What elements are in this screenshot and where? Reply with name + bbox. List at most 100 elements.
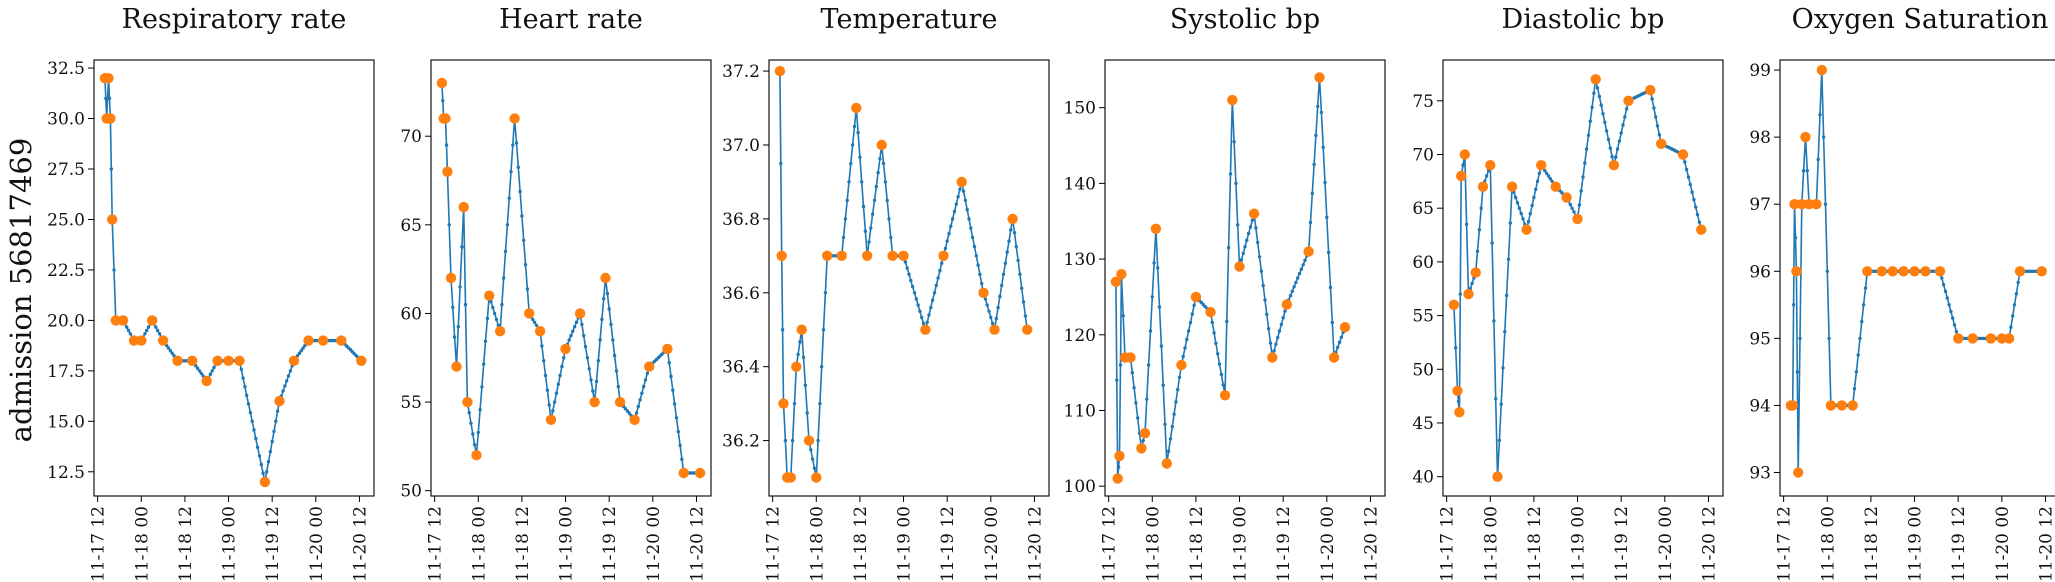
interp-dot: [611, 338, 615, 342]
panel-6: Oxygen Saturation 93 94 95 96 97 98 99 11-17 12 1…: [1749, 4, 2055, 582]
data-point: [187, 355, 198, 366]
interp-dot: [460, 245, 464, 249]
data-point: [524, 308, 535, 319]
x-tick-label: 11-19 12: [1949, 506, 1969, 582]
interp-dot: [272, 429, 276, 434]
plot-frame: [1104, 59, 1386, 497]
x-tick-label: 11-17 12: [1775, 506, 1795, 582]
x-tick-label: 11-20 12: [350, 506, 370, 582]
interp-dot: [967, 217, 971, 221]
interp-dot: [166, 346, 171, 350]
data-point: [1234, 261, 1245, 272]
interp-dot: [1210, 320, 1215, 325]
interp-dot: [867, 240, 871, 244]
interp-dot: [790, 438, 795, 443]
y-tick-label: 20.0: [47, 311, 85, 331]
y-tick-label: 50: [1412, 360, 1434, 380]
interp-dot: [143, 332, 147, 336]
interp-dot: [920, 315, 924, 320]
data-point: [1116, 269, 1127, 280]
data-point: [1536, 160, 1547, 171]
interp-dot: [918, 309, 922, 313]
data-point: [938, 250, 949, 261]
interp-dot: [1684, 167, 1689, 172]
x-tick-label: 11-17 12: [1100, 506, 1120, 582]
interp-dot: [1610, 155, 1614, 159]
x-tick-label: 11-17 12: [426, 506, 446, 582]
interp-dot: [456, 325, 460, 329]
interp-dot: [1464, 222, 1469, 226]
interp-dot: [451, 305, 455, 310]
x-tick-label: 11-17 12: [764, 506, 784, 582]
data-point: [898, 250, 909, 261]
interp-dot: [1263, 298, 1267, 302]
interp-dot: [1150, 295, 1155, 299]
x-tick-label: 11-18 12: [176, 506, 196, 582]
interp-dot: [126, 328, 131, 333]
interp-dot: [168, 349, 173, 353]
interp-dot: [961, 189, 966, 193]
interp-dot: [1805, 169, 1810, 173]
panel-title: Diastolic bp: [1502, 4, 1665, 35]
interp-dot: [518, 189, 522, 194]
data-point: [462, 396, 473, 408]
interp-dot: [243, 385, 247, 389]
interp-dot: [963, 198, 968, 203]
interp-dot: [447, 223, 451, 227]
data-point: [1110, 276, 1122, 287]
data-point: [614, 396, 626, 408]
x-tick-label: 11-20 12: [1699, 506, 1719, 582]
interp-dot: [1544, 171, 1549, 175]
interp-dot: [1310, 191, 1315, 196]
interp-dot: [887, 217, 891, 221]
data-point: [1150, 223, 1162, 234]
interp-dot: [1477, 228, 1482, 232]
interp-dot: [583, 345, 588, 349]
interp-dot: [858, 155, 862, 159]
panel-title: Temperature: [821, 4, 998, 35]
interp-dot: [638, 398, 642, 402]
interp-dot: [1321, 145, 1325, 150]
interp-dot: [1018, 272, 1022, 276]
interp-dot: [876, 171, 880, 175]
interp-dot: [2014, 292, 2019, 296]
chart-panels: Respiratory rate 12.5 15.0 17.5 20.0 22.5 25.0…: [47, 4, 2055, 582]
interp-dot: [594, 379, 599, 384]
x-tick-label: 11-19 12: [1612, 506, 1632, 582]
data-point: [234, 355, 245, 366]
data-point: [117, 315, 129, 326]
interp-dot: [1499, 402, 1503, 406]
interp-dot: [1954, 330, 1959, 334]
x-tick-label: 11-17 12: [89, 506, 109, 582]
interp-dot: [1266, 327, 1271, 331]
data-point: [1791, 266, 1802, 277]
interp-dot: [616, 384, 620, 389]
interp-dot: [796, 352, 800, 357]
interp-dot: [1599, 103, 1603, 107]
interp-dot: [1299, 267, 1304, 271]
data-point: [1161, 458, 1173, 469]
interp-dot: [1188, 320, 1193, 325]
interp-dot: [863, 229, 868, 233]
interp-dot: [1818, 113, 1822, 117]
interp-dot: [128, 332, 133, 336]
interp-dot: [1517, 206, 1522, 210]
data-point: [458, 201, 469, 213]
interp-dot: [195, 366, 200, 370]
interp-dot: [199, 371, 203, 376]
interp-dot: [558, 373, 562, 378]
data-point: [1898, 266, 1909, 277]
x-tick-label: 11-19 00: [1231, 506, 1251, 582]
interp-dot: [1219, 372, 1224, 377]
interp-dot: [1577, 203, 1582, 207]
interp-dot: [1528, 211, 1533, 216]
interp-dot: [516, 165, 520, 169]
interp-dot: [1161, 383, 1165, 387]
interp-dot: [1339, 335, 1344, 339]
interp-dot: [170, 351, 174, 355]
interp-dot: [1294, 280, 1298, 285]
interp-dot: [1583, 161, 1587, 165]
plot-frame: [768, 59, 1050, 497]
interp-dot: [1232, 140, 1236, 144]
data-point: [1836, 400, 1848, 411]
